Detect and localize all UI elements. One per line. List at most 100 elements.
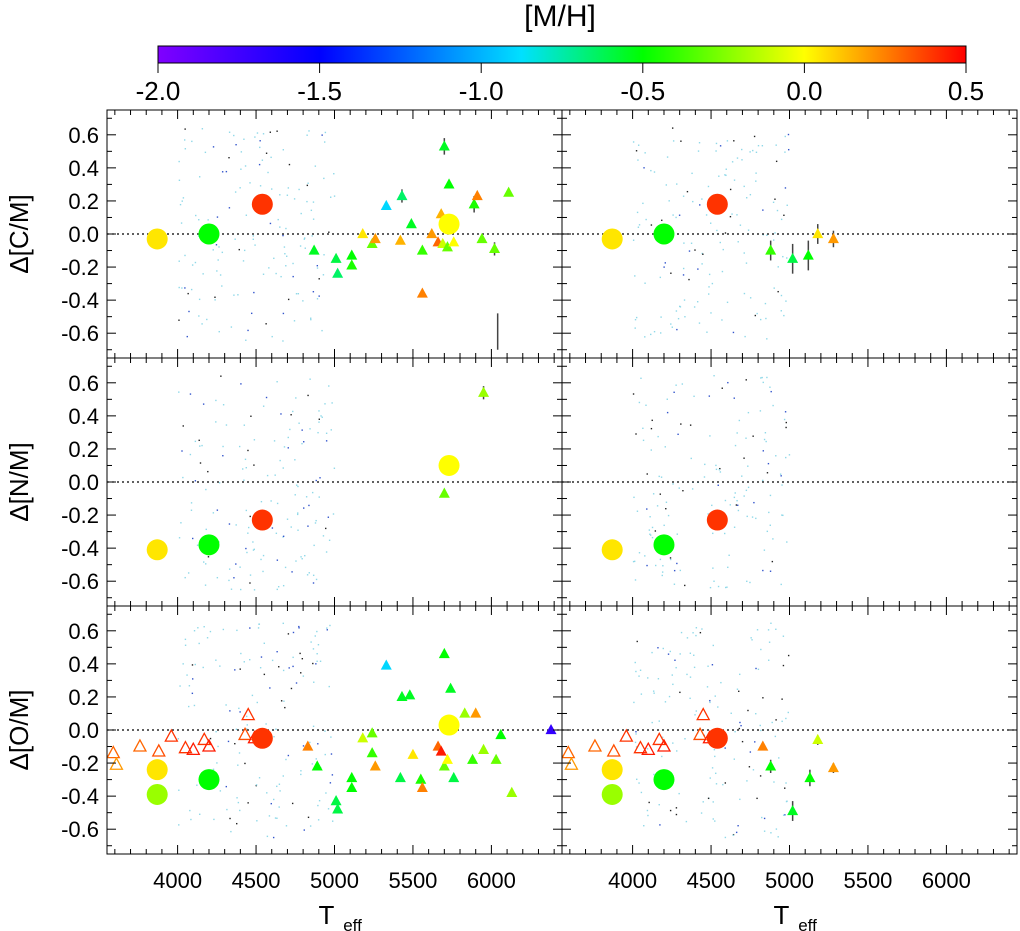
background-point [684,584,686,587]
background-point [662,565,664,567]
background-point [658,803,660,806]
background-point [254,136,256,138]
background-point [234,669,236,671]
background-point [286,255,288,257]
background-point [184,576,186,579]
background-point [285,265,287,267]
open-triangle-point [107,745,121,759]
background-point [222,628,225,631]
circle-point [251,193,273,215]
background-point [189,453,192,456]
background-point [726,586,728,588]
background-point [294,459,296,461]
background-point [178,179,181,182]
background-point [783,418,786,421]
background-point [646,564,648,567]
background-point [778,757,780,759]
background-point [646,473,648,475]
background-point [720,681,722,684]
background-point [300,672,302,674]
background-point [302,675,305,677]
background-point [721,319,723,321]
background-point [769,570,772,572]
background-point [258,163,261,166]
background-point [738,727,741,730]
background-point [322,535,325,537]
x-axis-label: T [319,900,335,930]
background-point [179,685,181,687]
background-point [307,394,309,397]
background-point [238,248,240,251]
open-triangle-point [201,738,217,752]
background-point [312,582,315,584]
background-point [726,140,729,142]
background-point [777,266,779,268]
background-point [680,140,682,142]
background-point [784,814,786,816]
background-point [286,194,289,196]
background-point [298,625,300,628]
background-point [187,572,190,574]
colorbar-tick-label: 0.5 [948,76,984,106]
background-point [287,436,289,439]
background-point [746,580,748,583]
background-point [220,375,222,377]
background-point [652,690,655,692]
background-point [730,712,732,714]
background-point [706,686,709,688]
background-point [190,502,193,504]
background-point [721,270,724,273]
background-point [689,424,692,426]
open-triangle-point [237,726,253,741]
background-point [314,522,317,524]
background-point [181,450,183,452]
background-point [218,246,220,248]
background-point [194,440,197,443]
background-point [679,691,681,694]
background-point [639,669,642,671]
background-point [745,489,748,492]
background-point [682,267,685,270]
background-point [637,159,639,161]
background-point [780,310,782,312]
background-point [203,561,205,563]
background-point [658,720,660,722]
background-point [734,730,736,733]
background-point [318,418,320,420]
background-point [769,524,771,526]
background-point [670,272,672,274]
triangle-point [441,753,453,764]
background-point [688,278,690,281]
background-point [763,549,766,551]
background-point [634,741,637,744]
background-point [262,570,264,573]
background-point [236,797,238,799]
background-point [787,654,790,657]
background-point [635,316,638,319]
triangle-point [426,227,438,239]
background-point [651,536,654,539]
background-point [310,641,312,643]
triangle-point [380,659,392,670]
background-point [786,204,788,206]
background-point [685,820,688,823]
background-point [332,513,335,515]
background-point [317,819,320,821]
background-point [772,239,775,241]
background-point [290,687,293,690]
background-point [198,439,200,442]
background-point [317,431,319,434]
background-point [194,261,197,264]
background-point [275,272,277,275]
triangle-point [332,803,344,814]
background-point [709,699,711,702]
background-point [245,466,247,469]
background-point [315,519,317,522]
background-point [664,262,666,264]
y-tick-label: 0.4 [68,156,99,181]
triangle-point [757,740,769,751]
background-point [239,566,241,568]
background-point [299,245,302,247]
background-point [633,560,636,563]
background-point [256,132,259,134]
